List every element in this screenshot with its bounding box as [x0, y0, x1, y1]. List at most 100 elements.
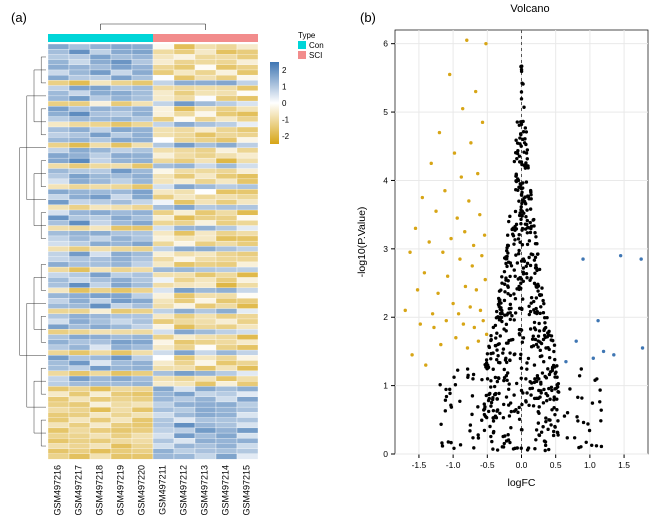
heatmap-cell	[216, 257, 237, 262]
heatmap-cell	[132, 428, 153, 433]
volcano-point	[545, 399, 548, 402]
heatmap-cell	[111, 454, 132, 459]
heatmap-cell	[69, 298, 90, 303]
volcano-point	[491, 447, 494, 450]
heatmap-cell	[48, 298, 69, 303]
heatmap-cell	[153, 70, 174, 75]
heatmap-cell	[69, 54, 90, 59]
volcano-sig-up-point	[619, 254, 622, 257]
heatmap-cell	[174, 319, 195, 324]
heatmap-cell	[174, 303, 195, 308]
heatmap-cell	[132, 443, 153, 448]
volcano-title: Volcano	[510, 3, 549, 15]
heatmap-cell	[132, 366, 153, 371]
volcano-point	[513, 225, 516, 228]
heatmap-cell	[153, 184, 174, 189]
volcano-point	[525, 265, 528, 268]
heatmap-cell	[216, 252, 237, 257]
heatmap-cell	[69, 163, 90, 168]
volcano-point	[538, 405, 541, 408]
volcano-point	[488, 346, 491, 349]
volcano-point	[503, 442, 506, 445]
heatmap-cell	[69, 132, 90, 137]
heatmap-cell	[69, 267, 90, 272]
volcano-point	[533, 321, 536, 324]
heatmap-type-bar	[111, 34, 132, 42]
heatmap-cell	[216, 241, 237, 246]
heatmap-cell	[132, 117, 153, 122]
heatmap-cell	[216, 236, 237, 241]
volcano-point	[534, 438, 537, 441]
heatmap-cell	[90, 70, 111, 75]
heatmap-cell	[90, 91, 111, 96]
heatmap-cell	[216, 96, 237, 101]
heatmap-cell	[48, 407, 69, 412]
heatmap-cell	[237, 169, 258, 174]
heatmap-cell	[195, 96, 216, 101]
heatmap-cell	[48, 80, 69, 85]
volcano-point	[525, 276, 528, 279]
heatmap-cell	[216, 231, 237, 236]
heatmap-cell	[195, 283, 216, 288]
heatmap-cell	[48, 309, 69, 314]
heatmap-cell	[153, 132, 174, 137]
heatmap-cell	[90, 324, 111, 329]
heatmap-cell	[216, 392, 237, 397]
volcano-point	[518, 136, 521, 139]
heatmap-cell	[237, 174, 258, 179]
volcano-point	[505, 361, 508, 364]
heatmap-cell	[90, 122, 111, 127]
volcano-point	[552, 364, 555, 367]
heatmap-cell	[174, 438, 195, 443]
volcano-point	[544, 416, 547, 419]
volcano-point	[549, 423, 552, 426]
volcano-ytick-label: 4	[383, 175, 388, 185]
legend-colorbar-tick: 0	[282, 99, 287, 108]
volcano-point	[494, 336, 497, 339]
heatmap-cell	[69, 158, 90, 163]
heatmap-cell	[237, 101, 258, 106]
volcano-point	[466, 374, 469, 377]
heatmap-cell	[48, 371, 69, 376]
heatmap-cell	[237, 86, 258, 91]
heatmap-cell	[69, 220, 90, 225]
volcano-point	[486, 352, 489, 355]
heatmap-col-label: GSM497218	[95, 465, 105, 516]
heatmap-cell	[132, 158, 153, 163]
heatmap-cell	[237, 117, 258, 122]
heatmap-cell	[153, 418, 174, 423]
heatmap-cell	[69, 407, 90, 412]
heatmap-cell	[216, 163, 237, 168]
volcano-point	[516, 141, 519, 144]
volcano-point	[522, 106, 525, 109]
heatmap-cell	[153, 423, 174, 428]
heatmap-cell	[48, 392, 69, 397]
volcano-point	[536, 252, 539, 255]
heatmap-cell	[237, 267, 258, 272]
heatmap-cell	[69, 381, 90, 386]
heatmap-cell	[195, 132, 216, 137]
volcano-sig-down-point	[456, 216, 459, 219]
volcano-sig-down-point	[416, 288, 419, 291]
volcano-point	[504, 276, 507, 279]
volcano-point	[509, 303, 512, 306]
heatmap-cell	[174, 137, 195, 142]
volcano-point	[518, 211, 521, 214]
heatmap-cell	[90, 49, 111, 54]
heatmap-cell	[174, 262, 195, 267]
heatmap-type-bar	[174, 34, 195, 42]
volcano-point	[504, 262, 507, 265]
volcano-sig-down-point	[477, 339, 480, 342]
heatmap-cell	[69, 169, 90, 174]
heatmap-cell	[153, 283, 174, 288]
heatmap-cell	[174, 86, 195, 91]
volcano-point	[595, 377, 598, 380]
heatmap-type-bar	[48, 34, 69, 42]
heatmap-cell	[174, 226, 195, 231]
heatmap-cell	[132, 127, 153, 132]
volcano-point	[503, 368, 506, 371]
heatmap-cell	[132, 402, 153, 407]
heatmap-cell	[237, 184, 258, 189]
heatmap-cell	[174, 44, 195, 49]
heatmap-type-bar	[237, 34, 258, 42]
